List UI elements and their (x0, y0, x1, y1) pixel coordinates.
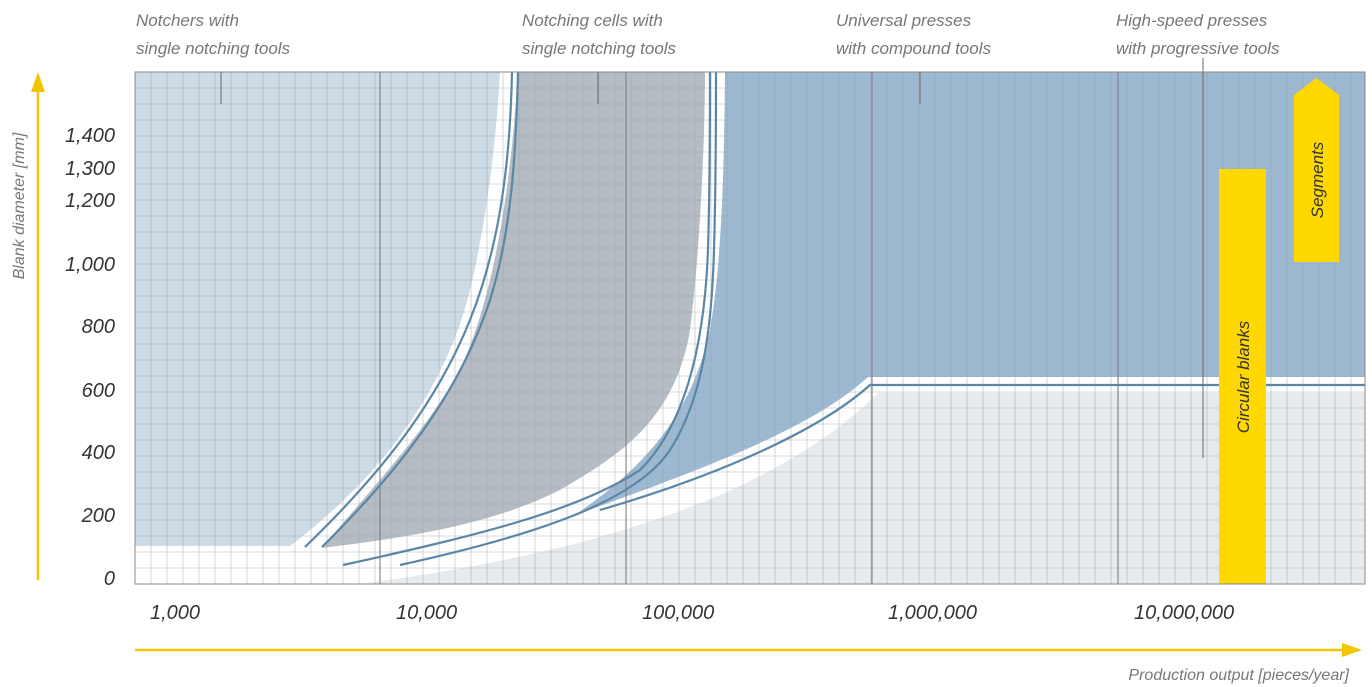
x-axis-arrow (135, 643, 1362, 657)
y-tick-label: 600 (82, 380, 115, 402)
boundary-curves (304, 72, 1365, 567)
annotation-label-circular-blanks: Circular blanks (1234, 320, 1253, 433)
annotation-arrow-segments (1294, 78, 1339, 262)
region-label-high-speed-presses-line1: High-speed presses (1116, 11, 1268, 30)
x-tick-label: 10,000,000 (1134, 602, 1234, 624)
y-tick-label: 1,200 (65, 190, 115, 212)
grid (135, 72, 1365, 584)
y-tick-label: 1,400 (65, 125, 115, 147)
region-label-notchers-line1: Notchers with (136, 11, 239, 30)
y-tick-labels: 0 200 400 600 800 1,000 1,200 1,300 1,400 (65, 125, 115, 590)
region-label-notching-cells-line1: Notching cells with (522, 11, 663, 30)
boundary-curve-2 (321, 72, 520, 548)
y-tick-label: 1,000 (65, 254, 115, 276)
boundary-curve-1 (304, 72, 514, 548)
region-notching-cells (322, 72, 705, 548)
y-tick-label: 1,300 (65, 158, 115, 180)
x-tick-label: 1,000 (150, 602, 200, 624)
region-leaders (220, 58, 1204, 458)
plot-frame (134, 71, 1366, 585)
region-labels: Notchers with single notching tools Notc… (136, 11, 1280, 58)
boundary-curve-5 (599, 383, 1365, 512)
x-tick-label: 10,000 (396, 602, 457, 624)
annotation-bar-circular-blanks (1219, 169, 1266, 584)
y-tick-label: 400 (82, 442, 115, 464)
region-label-notching-cells-line2: single notching tools (522, 39, 677, 58)
plot-area (135, 72, 1365, 584)
x-tick-label: 1,000,000 (888, 602, 977, 624)
x-tick-label: 100,000 (642, 602, 714, 624)
region-universal-presses (575, 72, 1365, 515)
y-axis-title: Blank diameter [mm] (11, 132, 28, 279)
boundary-curve-3 (342, 72, 712, 567)
y-tick-label: 800 (82, 316, 115, 338)
y-axis-arrow (31, 72, 45, 580)
x-axis-title: Production output [pieces/year] (1128, 667, 1349, 684)
region-notchers (135, 72, 500, 546)
y-tick-label: 0 (104, 568, 115, 590)
region-label-universal-presses-line1: Universal presses (836, 11, 972, 30)
region-label-high-speed-presses-line2: with progressive tools (1116, 39, 1280, 58)
region-label-notchers-line2: single notching tools (136, 39, 291, 58)
boundary-curve-4 (399, 72, 718, 567)
region-label-universal-presses-line2: with compound tools (836, 39, 991, 58)
annotation-label-segments: Segments (1308, 141, 1327, 218)
y-tick-label: 200 (81, 505, 115, 527)
x-tick-labels: 1,000 10,000 100,000 1,000,000 10,000,000 (150, 602, 1234, 624)
